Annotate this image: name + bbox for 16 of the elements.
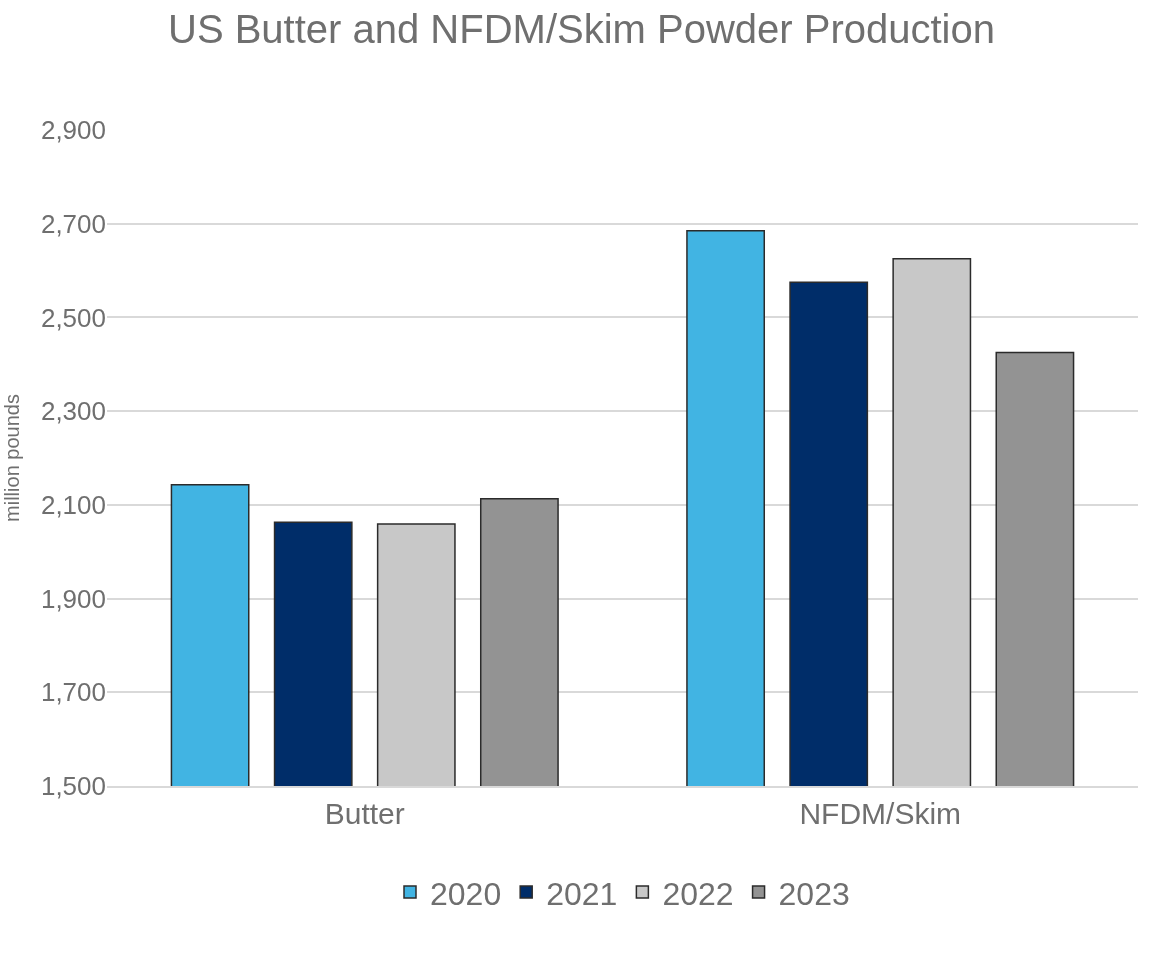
legend-label: 2021 bbox=[546, 875, 618, 912]
x-tick-label: Butter bbox=[324, 796, 405, 830]
legend-label: 2023 bbox=[778, 875, 850, 912]
y-tick-label: 1,500 bbox=[40, 771, 106, 802]
x-tick-label: NFDM/Skim bbox=[799, 796, 962, 830]
y-tick-label: 2,100 bbox=[40, 489, 106, 520]
y-tick-label: 1,700 bbox=[40, 677, 106, 708]
legend-label: 2020 bbox=[430, 875, 502, 912]
y-tick-label: 2,700 bbox=[40, 208, 106, 239]
legend-label: 2022 bbox=[662, 875, 734, 912]
y-axis-title: million pounds bbox=[1, 394, 24, 522]
y-tick-label: 2,900 bbox=[40, 115, 106, 146]
y-tick-label: 1,900 bbox=[40, 583, 106, 614]
chart-title: US Butter and NFDM/Skim Powder Production bbox=[168, 6, 995, 51]
y-tick-label: 2,300 bbox=[40, 396, 106, 427]
y-tick-label: 2,500 bbox=[40, 302, 106, 333]
